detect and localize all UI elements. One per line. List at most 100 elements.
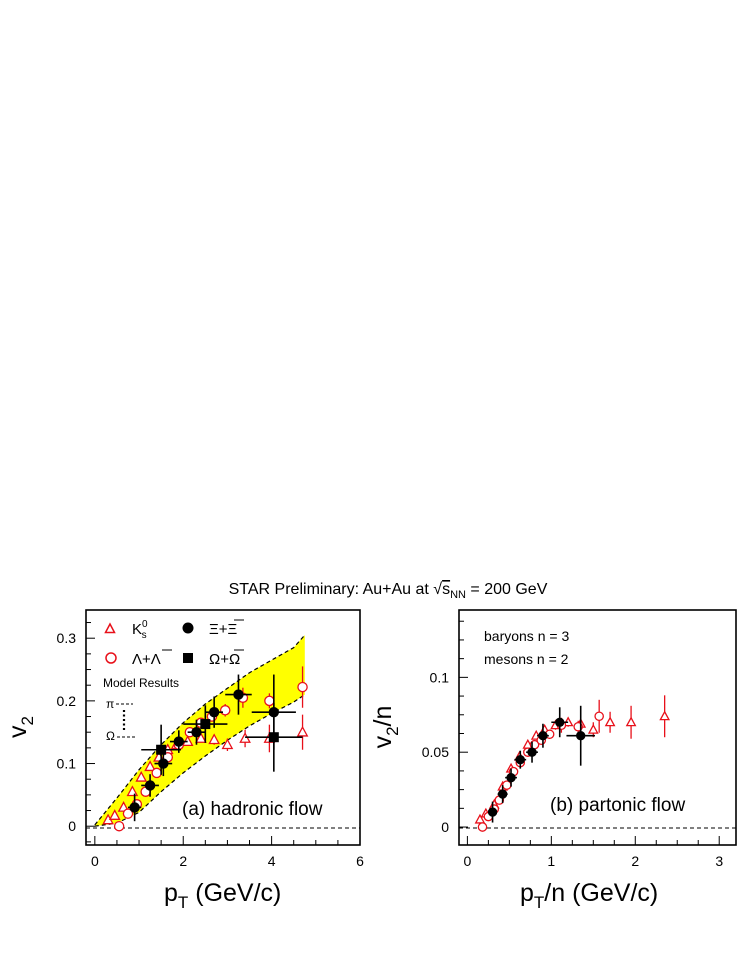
data-points-layer xyxy=(102,666,309,832)
data-point-filled-circle xyxy=(158,758,169,769)
data-point-filled-circle xyxy=(506,772,516,783)
annotation-mesons: mesons n = 2 xyxy=(484,651,569,667)
x-tick-label: 4 xyxy=(268,853,276,869)
data-point-filled-circle xyxy=(191,727,202,738)
legend-marker-xi xyxy=(182,622,194,634)
y-tick-label: 0.1 xyxy=(57,756,77,772)
data-point-filled-circle xyxy=(233,689,244,700)
data-point-circle xyxy=(122,808,134,819)
title-prefix: STAR Preliminary: Au+Au at xyxy=(229,581,434,598)
series-2 xyxy=(487,705,595,823)
data-point-triangle xyxy=(587,723,599,734)
data-point-triangle xyxy=(135,770,148,782)
title-suffix: = 200 GeV xyxy=(466,581,548,598)
model-results-title: Model Results xyxy=(103,676,179,690)
data-point-filled-circle xyxy=(538,731,548,741)
data-point-triangle xyxy=(108,809,121,820)
data-point-triangle xyxy=(208,733,221,745)
y-axis-title-unit: /n xyxy=(369,706,397,727)
y-tick-label: 0.05 xyxy=(422,744,449,760)
data-point-circle xyxy=(477,822,488,832)
data-point-filled-circle xyxy=(208,706,220,718)
title-s: s xyxy=(442,581,450,598)
x-tick-label: 1 xyxy=(547,853,555,869)
data-point-triangle xyxy=(221,738,234,750)
plot-frame xyxy=(85,609,361,846)
y-axis-title-sub: 2 xyxy=(383,726,402,735)
x-tick-label: 0 xyxy=(463,853,471,869)
data-point-triangle xyxy=(144,760,156,772)
x-axis-title: pT (GeV/c) xyxy=(164,879,281,912)
panel-partonic-flow: 0 1 2 300.050.1 baryons n = 3 mesons n = 2 … xyxy=(369,609,737,912)
x-tick-label: 3 xyxy=(715,853,723,869)
legend-lambda: Λ+Λ xyxy=(132,651,161,668)
axis-ticks: 0 2 4 6 0 0.1 0.2 0.3 xyxy=(57,622,364,869)
data-point-filled-circle xyxy=(487,807,498,817)
legend-k0s: K0 s xyxy=(132,619,148,641)
data-point-filled-square xyxy=(200,719,211,730)
model-pi-label: π xyxy=(106,697,114,711)
data-point-filled-circle xyxy=(555,717,565,727)
data-point-filled-circle xyxy=(515,755,525,765)
data-point-triangle xyxy=(126,785,139,797)
data-point-circle xyxy=(113,820,125,832)
title-sqrt: √ xyxy=(433,581,442,598)
y-axis-title-sub: 2 xyxy=(18,716,37,725)
data-point-triangle xyxy=(195,732,207,743)
y-tick-label: 0.1 xyxy=(430,669,450,685)
axis-ticks: 0 1 2 3 0 0.05 0.1 xyxy=(422,620,723,869)
data-point-circle xyxy=(297,681,308,693)
legend-omega: Ω+Ω xyxy=(209,651,240,668)
data-point-filled-circle xyxy=(576,731,586,741)
data-point-filled-circle xyxy=(129,802,140,813)
x-axis-title-main: p xyxy=(164,879,178,907)
data-point-filled-square xyxy=(268,732,279,743)
annotation-baryons: baryons n = 3 xyxy=(484,628,569,644)
data-point-circle xyxy=(594,711,604,722)
model-omega-label: Ω xyxy=(106,729,115,743)
data-point-filled-circle xyxy=(527,747,537,757)
data-point-filled-square xyxy=(156,744,167,755)
legend-k0s-main: K xyxy=(132,621,142,638)
data-point-circle xyxy=(219,705,231,716)
y-axis-title-main: v xyxy=(369,735,397,748)
legend-marker-k0s xyxy=(104,622,116,634)
plot-frame xyxy=(458,609,737,846)
x-axis-title-sub: T xyxy=(534,893,544,912)
data-point-filled-circle xyxy=(144,780,156,791)
data-point-triangle xyxy=(474,813,486,824)
x-tick-label: 0 xyxy=(91,853,99,869)
y-tick-label: 0.2 xyxy=(57,693,77,709)
panel-hadronic-flow: 0 2 4 6 0 0.1 0.2 0.3 (a) hadronic flow pT (GeV… xyxy=(4,609,364,912)
panel-label: (a) hadronic flow xyxy=(182,799,323,820)
data-point-triangle xyxy=(625,716,637,727)
x-axis-title-unit: /n (GeV/c) xyxy=(544,879,658,907)
figure-title: STAR Preliminary: Au+Au at √sNN = 200 Ge… xyxy=(229,581,548,601)
x-tick-label: 2 xyxy=(179,853,187,869)
y-axis-title: v2/n xyxy=(369,706,402,749)
data-point-circle xyxy=(264,695,275,707)
data-point-filled-circle xyxy=(173,736,185,747)
panel-label: (b) partonic flow xyxy=(550,795,685,816)
legend-xi: Ξ+Ξ xyxy=(209,621,238,638)
series-3 xyxy=(141,702,303,775)
data-point-filled-circle xyxy=(497,789,508,799)
data-point-triangle xyxy=(659,710,671,721)
data-points-layer xyxy=(474,695,671,832)
legend-k0s-sup: 0 xyxy=(142,619,148,630)
title-sub: NN xyxy=(450,589,466,601)
x-axis-title-unit: (GeV/c) xyxy=(188,879,281,907)
x-axis-title: pT/n (GeV/c) xyxy=(520,879,658,912)
legend: K0 s Λ+Λ Ξ+Ξ Ω+Ω Model Results π Ω xyxy=(103,619,244,743)
data-point-triangle xyxy=(604,716,616,727)
x-tick-label: 2 xyxy=(631,853,639,869)
y-tick-label: 0 xyxy=(441,819,449,835)
y-axis-title-main: v xyxy=(4,725,32,738)
model-band-upper-pi xyxy=(94,634,306,826)
x-axis-title-main: p xyxy=(520,879,534,907)
legend-marker-omega xyxy=(183,653,193,663)
x-tick-label: 6 xyxy=(356,853,364,869)
y-tick-label: 0 xyxy=(68,818,76,834)
y-tick-label: 0.3 xyxy=(57,630,77,646)
